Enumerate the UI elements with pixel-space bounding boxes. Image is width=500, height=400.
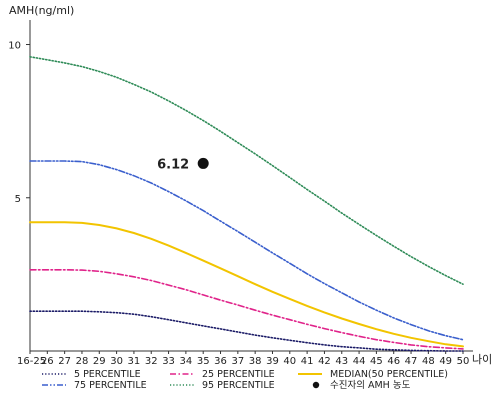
- x-tick-label: 44: [353, 356, 366, 367]
- legend-label: 5 PERCENTILE: [74, 369, 141, 380]
- legend-label: 75 PERCENTILE: [74, 380, 147, 391]
- x-tick-label: 42: [318, 356, 331, 367]
- x-tick-label: 30: [110, 356, 123, 367]
- legend-swatch: [312, 381, 320, 389]
- x-tick-label: 33: [162, 356, 175, 367]
- legend-label: 25 PERCENTILE: [202, 369, 275, 380]
- patient-marker-label: 6.12: [157, 157, 189, 172]
- x-tick-label: 16-25: [17, 356, 46, 367]
- series-line-5-percentile: [29, 310, 464, 352]
- x-axis-title: 나이: [472, 353, 492, 366]
- legend: 5 PERCENTILE 25 PERCENTILE MEDIAN(50 PERCE…: [42, 369, 448, 391]
- x-tick-label: 34: [180, 356, 193, 367]
- x-tick-label: 27: [58, 356, 71, 367]
- x-tick-label: 46: [387, 356, 400, 367]
- x-tick-label: 29: [93, 356, 106, 367]
- x-tick-label: 37: [231, 356, 244, 367]
- x-tick-label: 39: [266, 356, 279, 367]
- series-line-95-percentile: [29, 55, 464, 286]
- legend-label: 95 PERCENTILE: [202, 380, 275, 391]
- legend-label: MEDIAN(50 PERCENTILE): [330, 369, 448, 380]
- x-tick-label: 26: [41, 356, 54, 367]
- x-tick-label: 31: [128, 356, 141, 367]
- x-tick-label: 49: [439, 356, 452, 367]
- x-tick-label: 28: [76, 356, 89, 367]
- x-tick-label: 32: [145, 356, 158, 367]
- y-tick-label: 5: [15, 194, 21, 205]
- x-tick-label: 38: [249, 356, 262, 367]
- series-line-75-percentile: [29, 160, 464, 341]
- legend-label: 수진자의 AMH 농도: [330, 380, 411, 391]
- series-line-median-50-percentile: [29, 221, 464, 348]
- series-line-25-percentile: [29, 268, 464, 350]
- x-tick-label: 45: [370, 356, 383, 367]
- x-tick-label: 40: [283, 356, 296, 367]
- x-tick-label: 48: [422, 356, 435, 367]
- y-tick-label: 10: [8, 41, 21, 52]
- y-axis-title: AMH(ng/ml): [9, 4, 74, 17]
- x-tick-label: 43: [335, 356, 348, 367]
- series-lines: [29, 55, 464, 352]
- x-tick-label: 35: [197, 356, 210, 367]
- x-tick-label: 41: [301, 356, 314, 367]
- patient-marker-dot: [197, 157, 209, 169]
- x-tick-label: 50: [457, 356, 470, 367]
- x-tick-label: 47: [405, 356, 418, 367]
- x-tick-label: 36: [214, 356, 227, 367]
- patient-marker: 6.12: [157, 157, 209, 172]
